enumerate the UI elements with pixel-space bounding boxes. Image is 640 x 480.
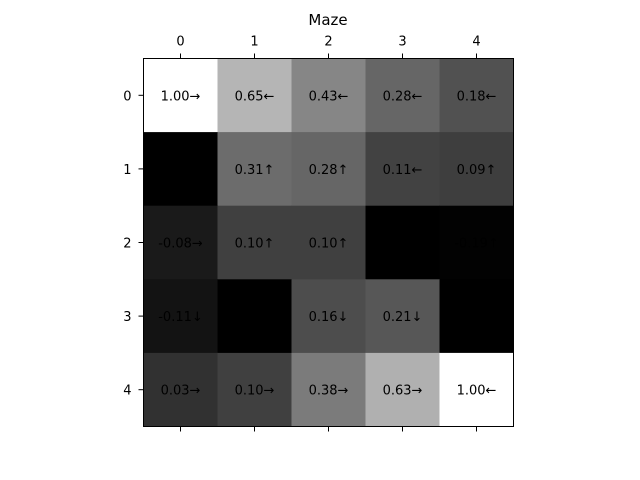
maze-cell: [439, 132, 514, 207]
cell-value-label: 0.11←: [383, 163, 423, 178]
cell-value-label: -0.11↓: [158, 310, 203, 325]
cell-value-label: 0.65←: [235, 89, 275, 104]
cell-value-label: 0.10↑: [235, 237, 275, 252]
maze-cell: [365, 352, 440, 427]
maze-cell: [365, 58, 440, 133]
maze-cell: [365, 279, 440, 354]
maze-cell: [439, 352, 514, 427]
x-axis-ticks: 0 1 2 3 4: [176, 35, 481, 432]
cell-value-label: 0.03→: [161, 384, 201, 399]
y-tick-label: 2: [123, 237, 131, 252]
maze-cell: [291, 132, 366, 207]
y-axis-ticks: 0 1 2 3 4: [123, 89, 144, 399]
maze-cell: [217, 58, 292, 133]
x-tick-label: 1: [250, 35, 258, 50]
cell-value-label: 0.63→: [383, 384, 423, 399]
y-tick-label: 3: [123, 310, 131, 325]
cell-value-label: 0.38→: [309, 384, 349, 399]
x-tick-label: 3: [398, 35, 406, 50]
cell-value-label: 0.28↑: [309, 163, 349, 178]
cell-value-label: -0.08→: [158, 237, 203, 252]
maze-wall-cell: [365, 205, 440, 280]
cell-value-label: 0.10↑: [309, 237, 349, 252]
cell-value-label: 0.18←: [457, 89, 497, 104]
x-tick-label: 0: [176, 35, 184, 50]
maze-cell: [143, 352, 218, 427]
chart-title: Maze: [308, 11, 347, 29]
maze-cell: [365, 132, 440, 207]
x-tick-label: 2: [324, 35, 332, 50]
maze-cell: [291, 205, 366, 280]
cell-value-label: 0.31↑: [235, 163, 275, 178]
maze-cell: [291, 58, 366, 133]
cell-value-label: 0.43←: [309, 89, 349, 104]
maze-wall-cell: [143, 132, 218, 207]
heatmap-cells: [143, 58, 514, 427]
maze-cell: [143, 205, 218, 280]
cell-value-label: 0.21↓: [383, 310, 423, 325]
x-tick-label: 4: [472, 35, 480, 50]
maze-wall-cell: [217, 279, 292, 354]
y-tick-label: 4: [123, 384, 131, 399]
maze-cell: [217, 352, 292, 427]
cell-value-label: -0.19↑: [454, 237, 499, 252]
maze-cell: [439, 58, 514, 133]
y-tick-label: 1: [123, 163, 131, 178]
maze-cell: [291, 279, 366, 354]
maze-cell: [217, 205, 292, 280]
cell-value-label: 1.00→: [161, 89, 201, 104]
cell-value-label: 0.28←: [383, 89, 423, 104]
maze-cell: [143, 58, 218, 133]
cell-labels: 1.00→ 0.65← 0.43← 0.28← 0.18← 0.31↑ 0.28↑ 0.11←…: [158, 89, 499, 398]
cell-value-label: 0.09↑: [457, 163, 497, 178]
maze-cell: [439, 205, 514, 280]
maze-cell: [217, 132, 292, 207]
maze-cell: [291, 352, 366, 427]
maze-cell: [143, 279, 218, 354]
y-tick-label: 0: [123, 89, 131, 104]
cell-value-label: 0.10→: [235, 384, 275, 399]
cell-value-label: 1.00←: [457, 384, 497, 399]
cell-value-label: 0.16↓: [309, 310, 349, 325]
maze-wall-cell: [439, 279, 514, 354]
